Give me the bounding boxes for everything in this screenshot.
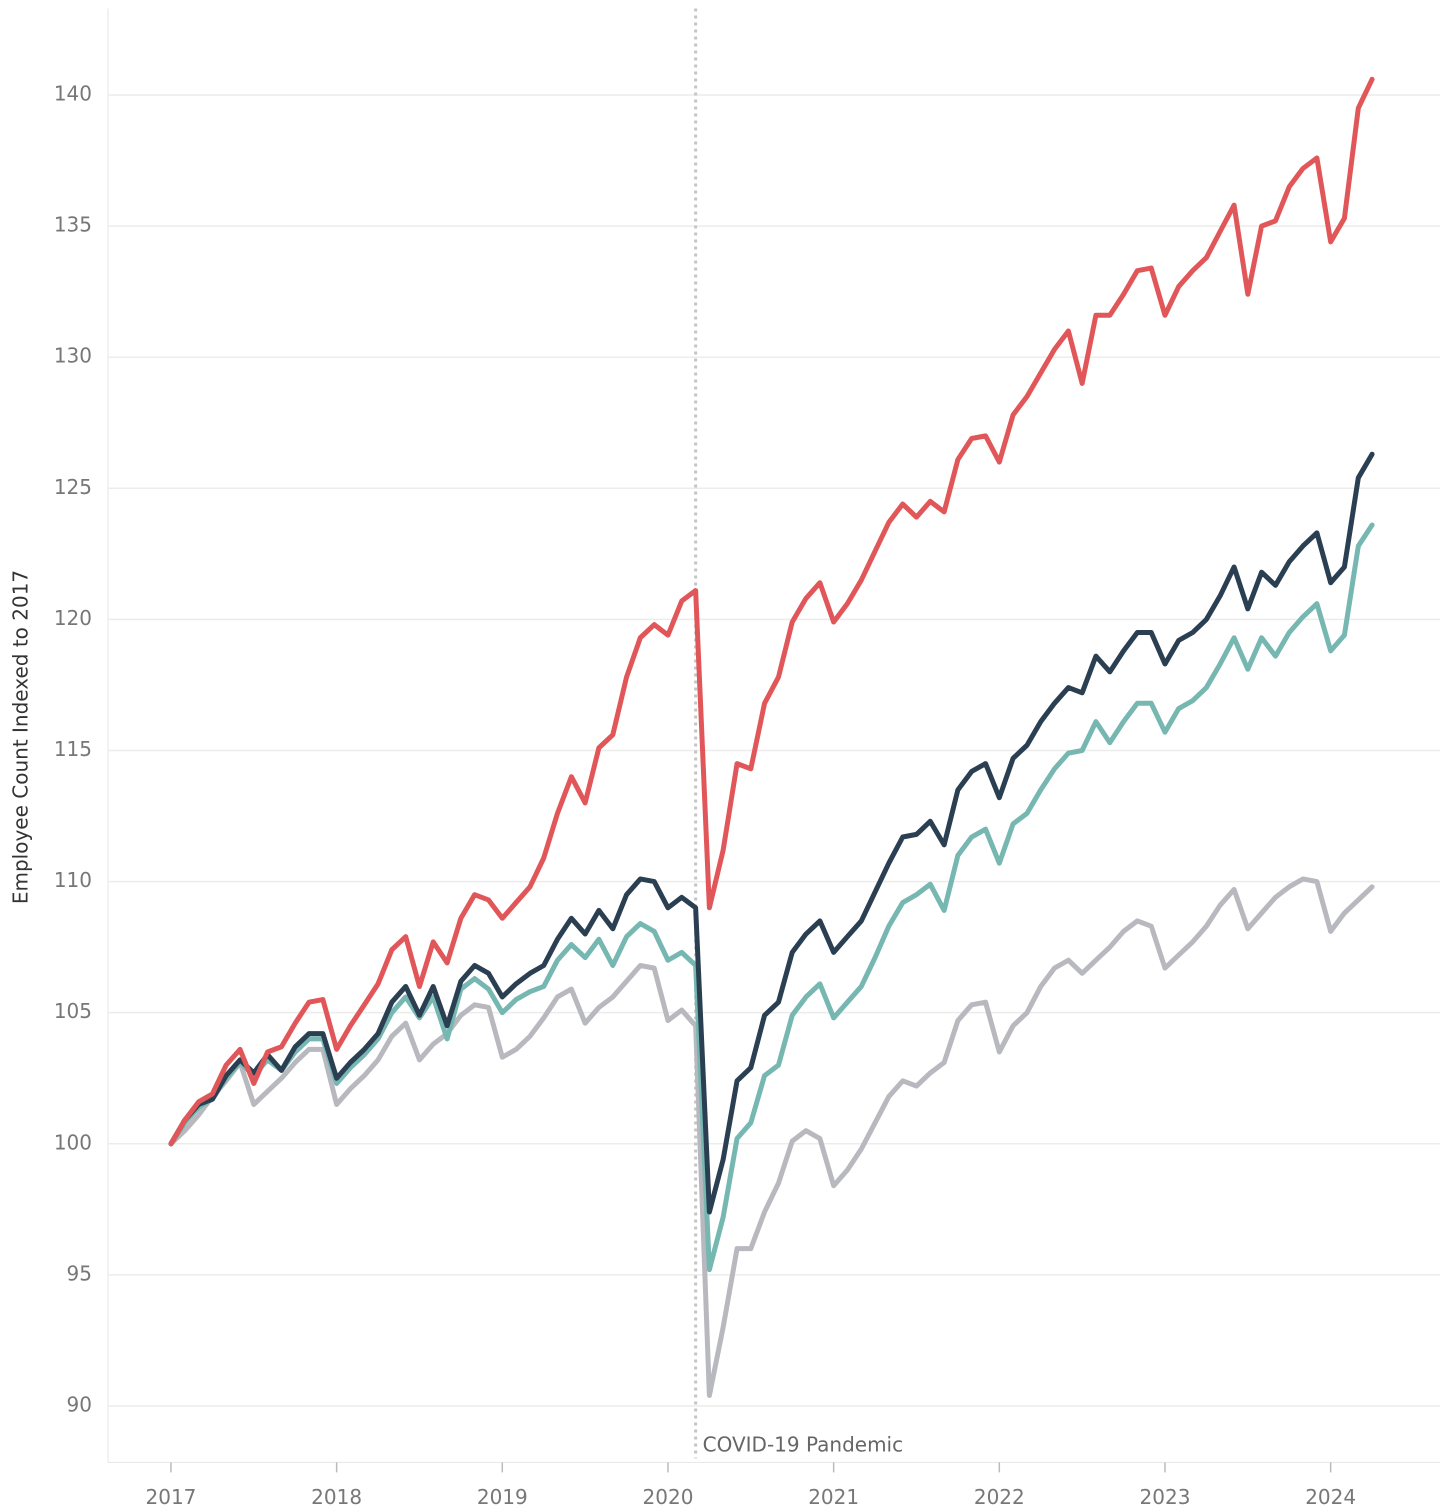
- y-tick-label: 100: [54, 1130, 92, 1154]
- x-tick-label: 2019: [477, 1485, 528, 1509]
- series-line: [168, 522, 1375, 1273]
- series-line: [168, 451, 1375, 1215]
- y-tick-label: 140: [54, 82, 92, 106]
- y-tick-label: 110: [54, 868, 92, 892]
- x-tick-label: 2021: [808, 1485, 859, 1509]
- y-tick-label: 125: [54, 475, 92, 499]
- x-tick-label: 2022: [974, 1485, 1025, 1509]
- x-tick-label: 2023: [1140, 1485, 1191, 1509]
- y-tick-label: 115: [54, 737, 92, 761]
- y-tick-label: 130: [54, 344, 92, 368]
- y-tick-label: 105: [54, 999, 92, 1023]
- x-tick-label: 2020: [643, 1485, 694, 1509]
- x-tick-label: 2017: [146, 1485, 197, 1509]
- y-tick-label: 135: [54, 213, 92, 237]
- series-line: [168, 76, 1375, 1147]
- y-axis-label: Employee Count Indexed to 2017: [9, 570, 33, 904]
- y-tick-label: 90: [67, 1392, 92, 1416]
- series-line: [168, 876, 1375, 1398]
- y-tick-label: 95: [67, 1261, 92, 1285]
- y-tick-label: 120: [54, 606, 92, 630]
- x-tick-label: 2018: [311, 1485, 362, 1509]
- annotation: COVID-19 Pandemic: [703, 1433, 904, 1457]
- x-tick-label: 2024: [1305, 1485, 1356, 1509]
